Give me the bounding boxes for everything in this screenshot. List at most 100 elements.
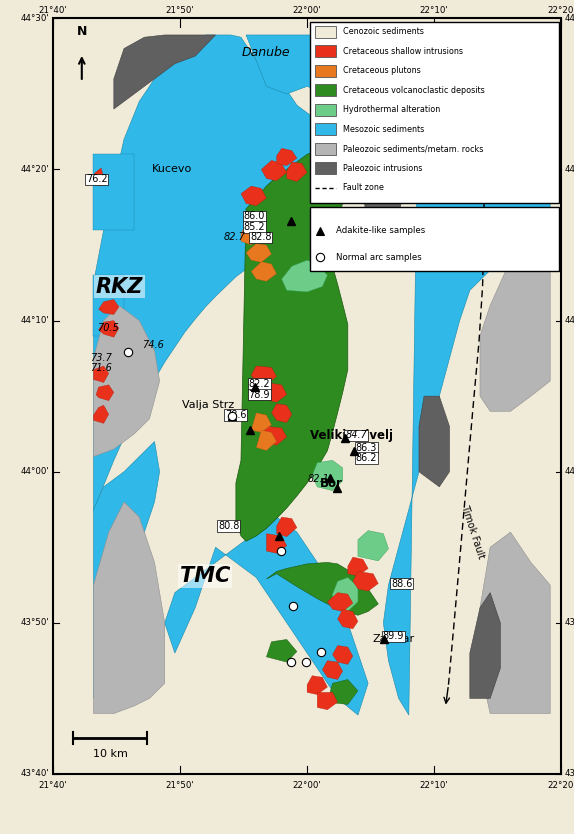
Text: 43°50': 43°50' [21, 618, 49, 627]
Polygon shape [480, 532, 550, 714]
Text: Hydrothermal alteration: Hydrothermal alteration [343, 105, 440, 114]
Bar [315, 163, 336, 174]
Polygon shape [236, 151, 348, 541]
Polygon shape [94, 35, 338, 511]
Polygon shape [277, 148, 297, 166]
Text: Paleozoic sediments/metam. rocks: Paleozoic sediments/metam. rocks [343, 144, 483, 153]
Polygon shape [307, 676, 327, 695]
Polygon shape [246, 244, 272, 263]
Polygon shape [272, 404, 292, 423]
Text: 21°40': 21°40' [38, 6, 67, 15]
Polygon shape [282, 260, 327, 292]
Polygon shape [317, 692, 338, 710]
Text: 82.7: 82.7 [223, 233, 245, 243]
Text: Cretaceous plutons: Cretaceous plutons [343, 67, 420, 75]
Text: Danube: Danube [242, 46, 290, 59]
Text: Majdanpek: Majdanpek [315, 225, 387, 238]
Text: Veliki Krivelj: Veliki Krivelj [309, 429, 393, 442]
Bar [315, 123, 336, 135]
Polygon shape [348, 557, 368, 576]
Text: 44°30': 44°30' [565, 14, 574, 23]
Text: Normal arc samples: Normal arc samples [336, 253, 421, 262]
Text: 89.9: 89.9 [382, 631, 404, 641]
Text: 70.5: 70.5 [98, 323, 119, 333]
Polygon shape [358, 35, 419, 260]
Polygon shape [94, 275, 124, 336]
Polygon shape [266, 562, 378, 615]
Bar [315, 103, 336, 116]
Text: 44°20': 44°20' [21, 165, 49, 174]
Polygon shape [332, 646, 353, 665]
Polygon shape [99, 320, 119, 337]
Polygon shape [353, 571, 378, 591]
Text: 22°10': 22°10' [420, 781, 449, 791]
Polygon shape [312, 460, 343, 490]
Text: 86.0: 86.0 [243, 211, 265, 221]
Text: 71.6: 71.6 [90, 363, 112, 373]
Polygon shape [251, 262, 277, 281]
Text: 86.2: 86.2 [355, 453, 377, 463]
Bar [315, 26, 336, 38]
Polygon shape [287, 162, 307, 182]
Text: Bor: Bor [320, 476, 343, 490]
Polygon shape [94, 502, 165, 714]
Text: 21°40': 21°40' [38, 781, 67, 791]
Text: 82.1: 82.1 [308, 475, 330, 485]
Text: 86.3: 86.3 [355, 443, 377, 453]
Text: 78.9: 78.9 [249, 389, 270, 399]
Polygon shape [241, 186, 266, 206]
Polygon shape [261, 383, 287, 402]
Text: Cenozoic sediments: Cenozoic sediments [343, 28, 424, 37]
Text: 21°50': 21°50' [165, 781, 195, 791]
Text: 22°00': 22°00' [293, 781, 321, 791]
Polygon shape [94, 441, 160, 698]
Text: 44°30': 44°30' [21, 14, 49, 23]
Text: 84.7: 84.7 [345, 430, 367, 440]
Polygon shape [104, 366, 129, 411]
Text: 21°50': 21°50' [165, 6, 195, 15]
Polygon shape [94, 405, 108, 424]
Text: 73.7: 73.7 [90, 353, 112, 363]
Polygon shape [266, 640, 297, 662]
Text: 22°10': 22°10' [420, 6, 449, 15]
Polygon shape [323, 661, 343, 680]
Text: 22°00': 22°00' [293, 6, 321, 15]
Polygon shape [256, 430, 277, 450]
Polygon shape [261, 160, 287, 181]
Polygon shape [358, 530, 389, 561]
Bar [315, 65, 336, 77]
Text: Adakite-like samples: Adakite-like samples [336, 226, 425, 235]
Polygon shape [94, 168, 104, 186]
Polygon shape [327, 680, 358, 705]
Bar [315, 45, 336, 58]
Bar [53, 18, 561, 774]
Bar [309, 23, 559, 203]
Polygon shape [332, 577, 358, 611]
Polygon shape [94, 366, 108, 383]
Polygon shape [480, 245, 550, 411]
Text: 76.2: 76.2 [86, 174, 107, 184]
Polygon shape [99, 299, 119, 314]
Text: 82.8: 82.8 [250, 233, 272, 243]
Bar [315, 143, 336, 155]
Text: Cretaceous volcanoclastic deposits: Cretaceous volcanoclastic deposits [343, 86, 484, 95]
Text: Paleozoic intrusions: Paleozoic intrusions [343, 163, 422, 173]
Polygon shape [419, 396, 449, 487]
Polygon shape [261, 426, 287, 445]
Text: 74.6: 74.6 [142, 339, 164, 349]
Text: Kucevo: Kucevo [152, 164, 192, 174]
Text: Fault zone: Fault zone [343, 183, 383, 193]
Text: 44°20': 44°20' [565, 165, 574, 174]
Text: TMC: TMC [180, 566, 230, 586]
Polygon shape [277, 517, 297, 537]
Polygon shape [266, 534, 287, 553]
Text: 80.8: 80.8 [218, 521, 239, 531]
Polygon shape [383, 35, 550, 715]
Text: 44°00': 44°00' [565, 467, 574, 476]
Text: 22°20': 22°20' [547, 781, 574, 791]
Text: 44°10': 44°10' [565, 316, 574, 325]
Bar [53, 18, 561, 774]
Text: 43°50': 43°50' [565, 618, 574, 627]
Polygon shape [96, 384, 114, 400]
Polygon shape [165, 517, 368, 715]
